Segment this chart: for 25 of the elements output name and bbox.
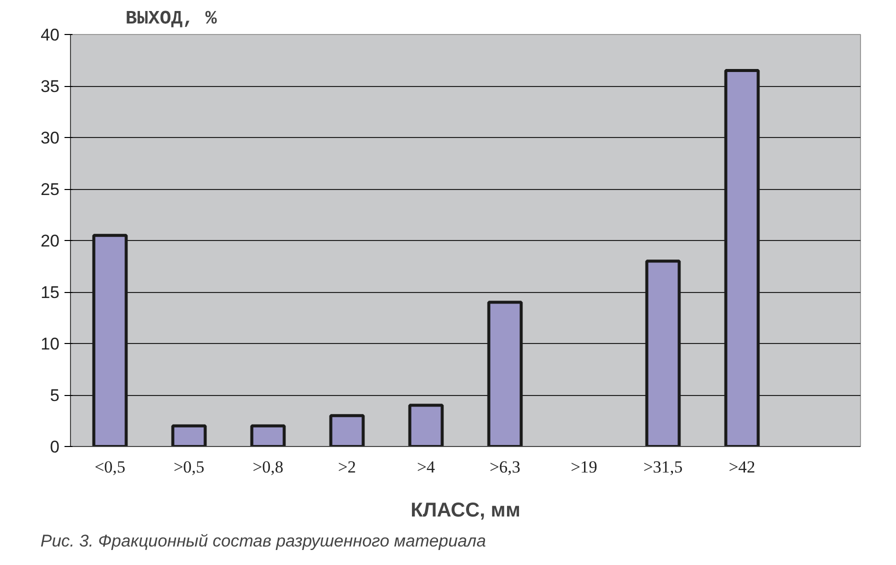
text: Рис. 3. Фракционный состав разрушенного материала [40,532,486,550]
x-tick-label: >0,8 [252,458,284,476]
y-tick-label: 0 [50,438,60,456]
x-tick-label: >2 [338,458,356,476]
bar [171,424,207,446]
x-tick-label: >42 [728,458,756,476]
x-axis-title: КЛАСС, мм [410,500,520,522]
y-tick-label: 20 [40,232,60,250]
x-tick-label: <0,5 [94,458,126,476]
y-tick-label: 5 [50,386,60,405]
x-tick-label: >0,5 [174,458,204,476]
bar [329,414,365,446]
y-tick-label: 15 [40,283,60,302]
y-tick-label: 40 [40,26,60,44]
y-tick-label: 10 [40,334,60,354]
bar [250,424,286,446]
y-tick-label: 30 [40,128,60,148]
bar [408,404,444,446]
y-tick-label: 25 [40,180,60,199]
x-tick-label: >6,3 [490,458,520,476]
x-tick-label: >19 [570,458,598,476]
x-tick-label: >4 [416,458,436,476]
y-axis-title: ВЫХОД, % [126,8,218,30]
x-tick-label: >31,5 [643,458,683,476]
y-tick-label: 35 [40,77,60,96]
